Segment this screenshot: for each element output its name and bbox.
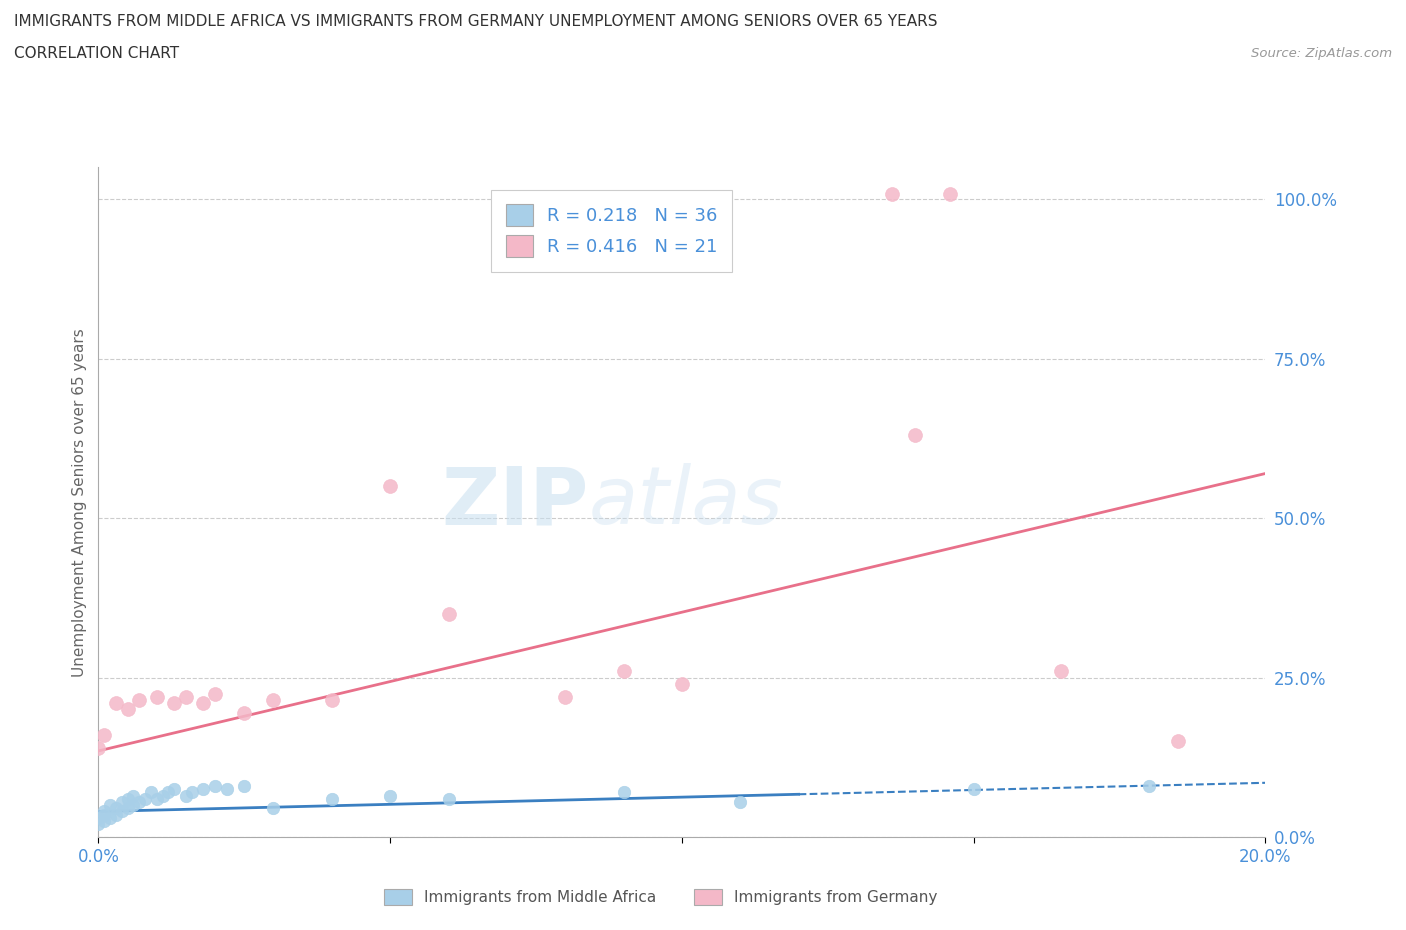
Point: [93, 804, 115, 819]
Point: [671, 676, 693, 691]
Point: [437, 606, 460, 621]
Point: [321, 693, 343, 708]
Point: [233, 705, 256, 720]
Text: Source: ZipAtlas.com: Source: ZipAtlas.com: [1251, 46, 1392, 60]
Point: [904, 428, 927, 443]
Point: [146, 791, 169, 806]
Point: [146, 689, 169, 704]
Point: [163, 696, 186, 711]
Point: [139, 785, 162, 800]
Point: [128, 794, 150, 809]
Point: [122, 788, 145, 803]
Point: [157, 785, 180, 800]
Point: [122, 798, 145, 813]
Point: [134, 791, 156, 806]
Text: CORRELATION CHART: CORRELATION CHART: [14, 46, 179, 61]
Y-axis label: Unemployment Among Seniors over 65 years: Unemployment Among Seniors over 65 years: [72, 328, 87, 677]
Point: [104, 696, 127, 711]
Point: [111, 804, 134, 819]
Point: [174, 788, 197, 803]
Point: [1050, 664, 1073, 679]
Point: [163, 782, 186, 797]
Point: [87, 810, 110, 825]
Point: [378, 479, 402, 494]
Point: [437, 791, 460, 806]
Point: [204, 686, 226, 701]
Point: [117, 702, 139, 717]
Point: [215, 782, 238, 797]
Point: [93, 807, 115, 822]
Legend: Immigrants from Middle Africa, Immigrants from Germany: Immigrants from Middle Africa, Immigrant…: [377, 882, 945, 913]
Point: [87, 740, 110, 755]
Point: [962, 782, 984, 797]
Point: [93, 814, 115, 829]
Point: [233, 778, 256, 793]
Point: [128, 693, 150, 708]
Point: [204, 778, 226, 793]
Point: [93, 727, 115, 742]
Point: [612, 785, 634, 800]
Point: [117, 801, 139, 816]
Point: [612, 664, 634, 679]
Point: [98, 798, 121, 813]
Point: [111, 794, 134, 809]
Point: [262, 693, 284, 708]
Point: [728, 794, 751, 809]
Point: [1167, 734, 1189, 749]
Point: [321, 791, 343, 806]
Point: [262, 801, 284, 816]
Point: [554, 689, 576, 704]
Text: atlas: atlas: [589, 463, 783, 541]
Point: [104, 801, 127, 816]
Legend: R = 0.218   N = 36, R = 0.416   N = 21: R = 0.218 N = 36, R = 0.416 N = 21: [492, 190, 733, 272]
Point: [152, 788, 174, 803]
Text: ZIP: ZIP: [441, 463, 589, 541]
Point: [193, 782, 215, 797]
Point: [98, 810, 121, 825]
Point: [117, 791, 139, 806]
Point: [104, 807, 127, 822]
Point: [193, 696, 215, 711]
Point: [378, 788, 402, 803]
Point: [87, 817, 110, 831]
Point: [1137, 778, 1160, 793]
Text: IMMIGRANTS FROM MIDDLE AFRICA VS IMMIGRANTS FROM GERMANY UNEMPLOYMENT AMONG SENI: IMMIGRANTS FROM MIDDLE AFRICA VS IMMIGRA…: [14, 14, 938, 29]
Point: [174, 689, 197, 704]
Point: [180, 785, 202, 800]
